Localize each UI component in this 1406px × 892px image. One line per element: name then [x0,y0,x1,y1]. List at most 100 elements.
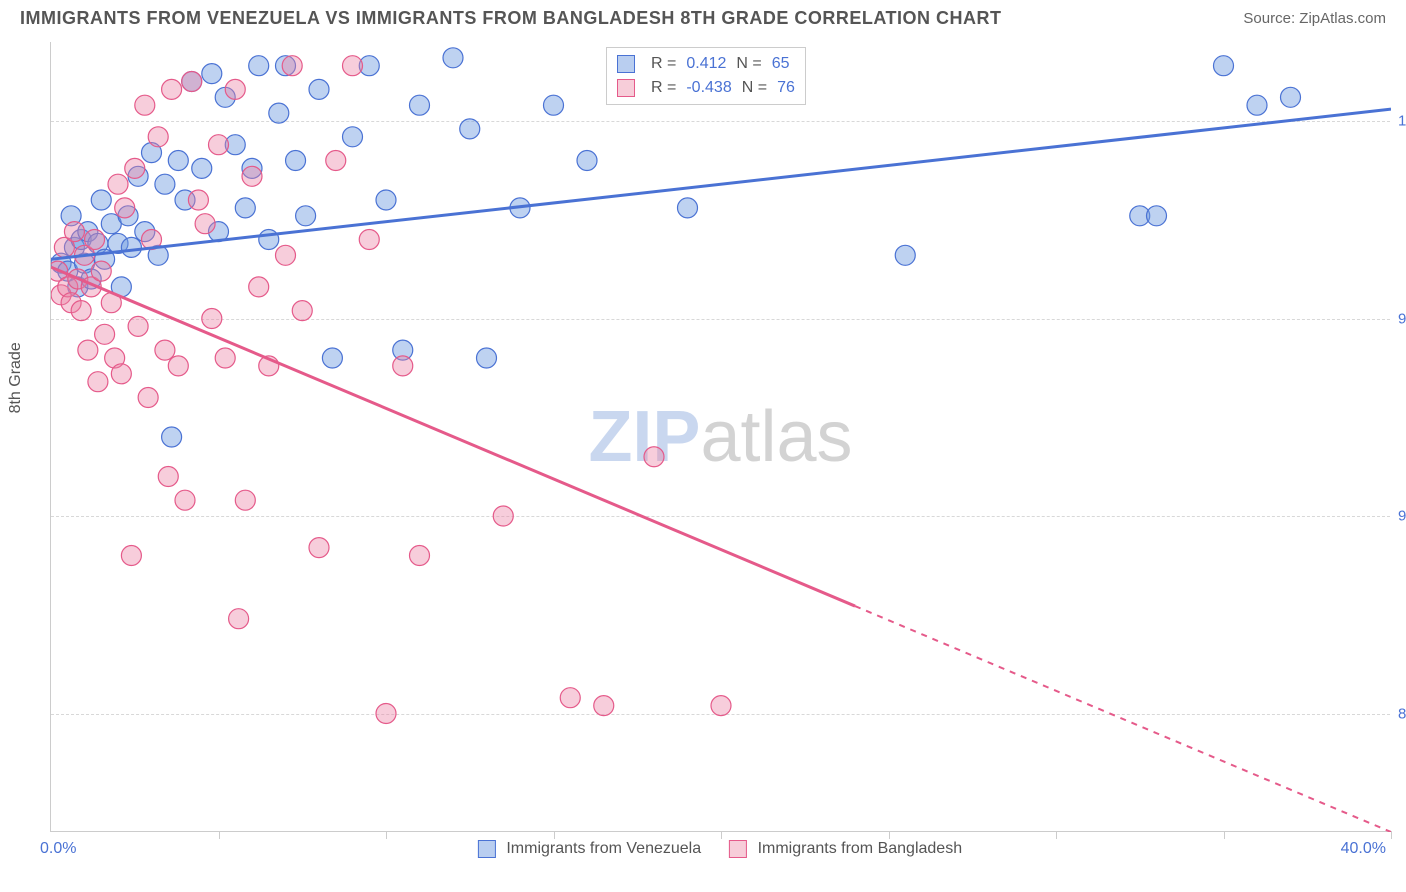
scatter-point [296,206,316,226]
scatter-point [249,56,269,76]
r-label: R = [651,76,676,100]
scatter-point [376,704,396,724]
n-label: N = [736,52,761,76]
scatter-point [121,237,141,257]
scatter-point [95,324,115,344]
legend-label-bangladesh: Immigrants from Bangladesh [758,840,963,857]
legend-item-bangladesh: Immigrants from Bangladesh [729,840,962,858]
y-tick-label: 85.0% [1398,705,1406,722]
scatter-point [91,190,111,210]
scatter-point [282,56,302,76]
scatter-point [215,348,235,368]
x-tick [1224,831,1225,839]
y-axis-title: 8th Grade [7,342,25,413]
scatter-point [182,72,202,92]
scatter-point [155,340,175,360]
scatter-point [225,79,245,99]
scatter-point [229,609,249,629]
scatter-point [175,490,195,510]
scatter-point [209,135,229,155]
correlation-legend: R = 0.412 N = 65 R = -0.438 N = 76 [606,47,806,105]
scatter-point [78,340,98,360]
n-value-bangladesh: 76 [777,76,795,100]
scatter-point [1214,56,1234,76]
scatter-point [162,79,182,99]
scatter-point [493,506,513,526]
y-tick-label: 95.0% [1398,310,1406,327]
scatter-point [1281,87,1301,107]
x-tick [889,831,890,839]
scatter-point [269,103,289,123]
scatter-point [235,198,255,218]
scatter-point [111,364,131,384]
scatter-point [343,127,363,147]
source-prefix: Source: [1243,10,1299,27]
scatter-point [309,538,329,558]
scatter-point [138,388,158,408]
plot-area: ZIPatlas R = 0.412 N = 65 R = -0.438 N =… [50,42,1390,832]
scatter-point [560,688,580,708]
scatter-point [678,198,698,218]
chart-title: IMMIGRANTS FROM VENEZUELA VS IMMIGRANTS … [20,8,1001,29]
scatter-point [202,309,222,329]
scatter-point [155,174,175,194]
swatch-bangladesh-icon [729,840,747,858]
scatter-point [135,95,155,115]
scatter-point [242,166,262,186]
scatter-point [168,356,188,376]
scatter-point [235,490,255,510]
scatter-point [410,95,430,115]
scatter-point [276,245,296,265]
scatter-point [393,356,413,376]
scatter-point [162,427,182,447]
scatter-point [121,546,141,566]
x-max-label: 40.0% [1341,840,1386,858]
chart-container: ZIPatlas R = 0.412 N = 65 R = -0.438 N =… [50,42,1390,832]
swatch-venezuela-icon [478,840,496,858]
scatter-point [192,158,212,178]
series-legend: Immigrants from Venezuela Immigrants fro… [478,840,962,858]
scatter-point [1147,206,1167,226]
scatter-point [326,151,346,171]
scatter-point [115,198,135,218]
scatter-point [71,301,91,321]
r-value-venezuela: 0.412 [686,52,726,76]
scatter-point [91,261,111,281]
legend-label-venezuela: Immigrants from Venezuela [506,840,701,857]
x-tick [1391,831,1392,839]
scatter-point [202,64,222,84]
correlation-row-venezuela: R = 0.412 N = 65 [617,52,795,76]
scatter-point [249,277,269,297]
chart-header: IMMIGRANTS FROM VENEZUELA VS IMMIGRANTS … [0,0,1406,33]
scatter-point [168,151,188,171]
x-tick [386,831,387,839]
scatter-point [460,119,480,139]
scatter-point [359,230,379,250]
scatter-point [128,316,148,336]
scatter-point [895,245,915,265]
scatter-point [594,696,614,716]
scatter-point [286,151,306,171]
swatch-venezuela-icon [617,55,635,73]
x-tick [219,831,220,839]
x-tick [1056,831,1057,839]
scatter-point [148,127,168,147]
x-tick [721,831,722,839]
chart-source: Source: ZipAtlas.com [1243,10,1386,27]
scatter-point [376,190,396,210]
scatter-point [544,95,564,115]
scatter-point [64,222,84,242]
x-tick [554,831,555,839]
r-label: R = [651,52,676,76]
r-value-bangladesh: -0.438 [686,76,731,100]
scatter-point [108,174,128,194]
scatter-point [343,56,363,76]
n-value-venezuela: 65 [772,52,790,76]
swatch-bangladesh-icon [617,79,635,97]
scatter-point [1247,95,1267,115]
source-name: ZipAtlas.com [1299,10,1386,27]
scatter-point [85,230,105,250]
correlation-row-bangladesh: R = -0.438 N = 76 [617,76,795,100]
scatter-point [410,546,430,566]
scatter-point [577,151,597,171]
